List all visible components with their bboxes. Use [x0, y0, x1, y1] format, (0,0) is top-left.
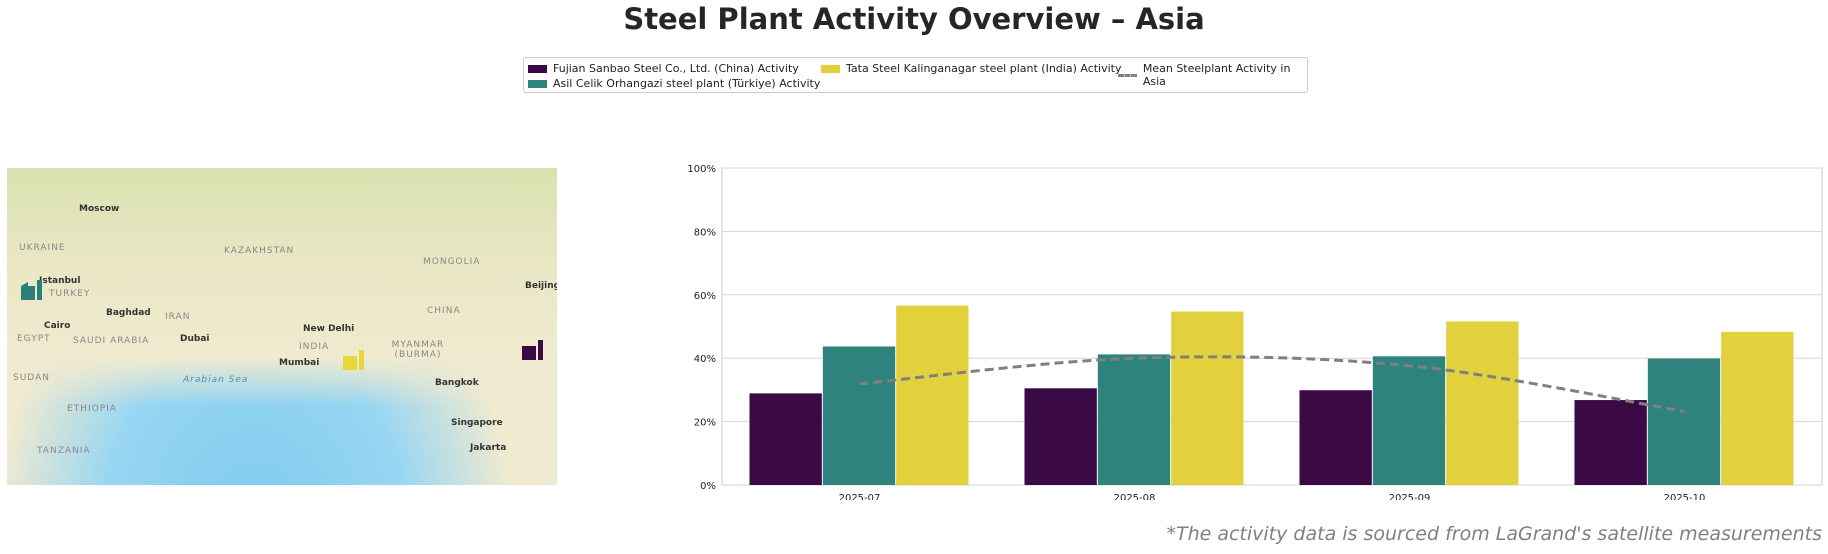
map-country: MYANMAR (BURMA): [391, 340, 445, 360]
map-label: New Delhi: [303, 324, 355, 334]
bar: [1574, 400, 1647, 485]
map-country: ETHIOPIA: [67, 404, 117, 414]
x-tick-label: 2025-08: [1114, 493, 1156, 500]
map-country: TANZANIA: [37, 446, 91, 456]
map-sea-label: Arabian Sea: [183, 375, 249, 385]
map-label: Cairo: [44, 321, 71, 331]
map-country: INDIA: [299, 342, 330, 352]
map-country: MONGOLIA: [423, 257, 481, 267]
map-label: Jakarta: [470, 443, 507, 453]
factory-icon[interactable]: [21, 278, 45, 302]
legend-item: Mean Steelplant Activity in Asia: [1118, 62, 1307, 88]
y-tick-label: 60%: [694, 291, 716, 302]
bar: [1372, 356, 1446, 485]
x-tick-label: 2025-10: [1664, 493, 1706, 500]
map-label: Beijing: [525, 281, 557, 291]
bar: [1721, 331, 1794, 485]
y-tick-label: 40%: [694, 354, 716, 365]
bar: [1097, 354, 1171, 485]
y-tick-label: 80%: [694, 227, 716, 238]
y-axis-label: Production Activity: [680, 256, 681, 397]
x-tick-label: 2025-07: [839, 493, 881, 500]
legend: Fujian Sanbao Steel Co., Ltd. (China) Ac…: [523, 57, 1308, 93]
bar: [822, 346, 896, 485]
map-country: TURKEY: [49, 289, 91, 299]
bar: [1647, 358, 1721, 485]
map-label: Singapore: [451, 418, 503, 428]
legend-item: Tata Steel Kalinganagar steel plant (Ind…: [821, 62, 1122, 75]
map-country: UKRAINE: [19, 243, 66, 253]
map-country: EGYPT: [17, 334, 51, 344]
x-tick-label: 2025-09: [1389, 493, 1431, 500]
source-note: *The activity data is sourced from LaGra…: [1166, 523, 1822, 545]
map-label: Mumbai: [279, 358, 320, 368]
chart-title: Steel Plant Activity Overview – Asia: [623, 2, 1205, 36]
bar: [1446, 321, 1519, 485]
legend-item: Asil Celik Orhangazi steel plant (Türkiy…: [528, 77, 820, 90]
legend-item: Fujian Sanbao Steel Co., Ltd. (China) Ac…: [528, 62, 799, 75]
map-label: Bangkok: [435, 378, 479, 388]
map-country: SAUDI ARABIA: [73, 336, 150, 346]
map: Moscow Istanbul Baghdad Cairo Dubai New …: [7, 168, 557, 485]
map-country: CHINA: [427, 306, 461, 316]
map-label: Dubai: [180, 334, 210, 344]
bar: [1171, 311, 1244, 485]
map-country: KAZAKHSTAN: [224, 246, 295, 256]
map-country: IRAN: [165, 312, 191, 322]
map-label: Moscow: [79, 204, 120, 214]
y-tick-label: 20%: [694, 418, 716, 429]
bar: [896, 305, 969, 485]
bar: [1299, 390, 1372, 485]
bar: [1024, 388, 1097, 485]
factory-icon[interactable]: [343, 348, 367, 372]
bar: [749, 393, 822, 485]
map-label: Baghdad: [106, 308, 151, 318]
mean-line: [859, 355, 1685, 413]
y-tick-label: 0%: [700, 481, 716, 492]
map-label: Istanbul: [39, 276, 81, 286]
bar-chart: 0% 20% 40% 60% 80% 100% Production Activity 202…: [680, 164, 1823, 500]
map-country: SUDAN: [13, 373, 50, 383]
factory-icon[interactable]: [522, 338, 546, 362]
y-tick-label: 100%: [687, 164, 716, 175]
